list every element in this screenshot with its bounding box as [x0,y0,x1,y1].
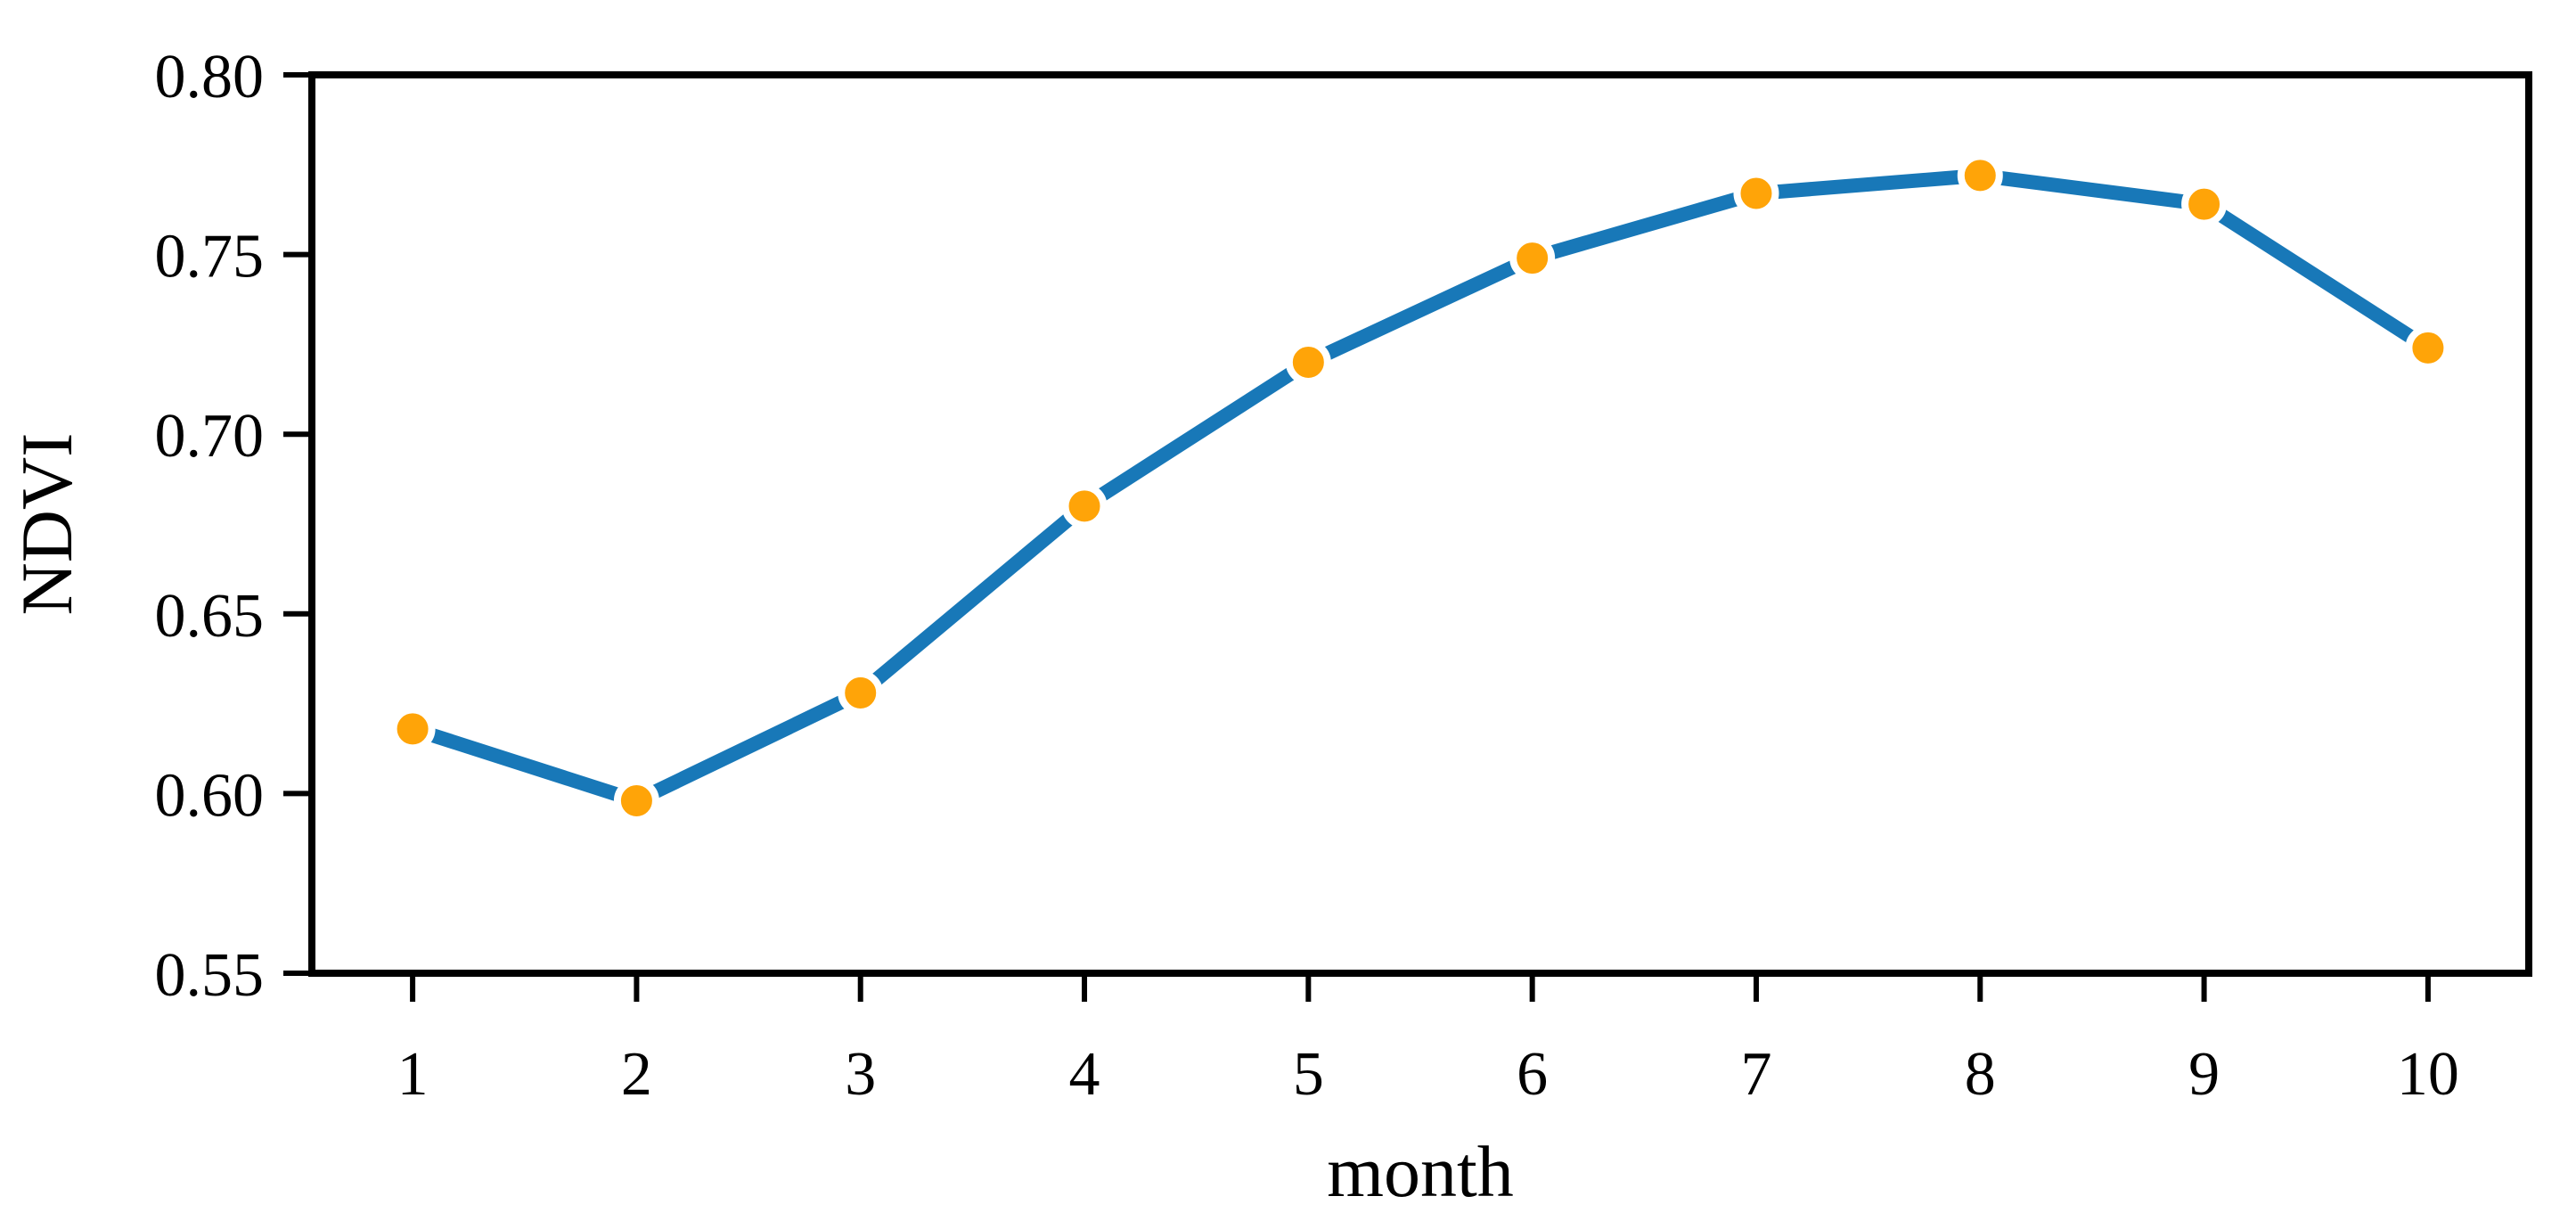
y-tick-label: 0.60 [155,761,265,830]
x-tick-label: 9 [2188,1040,2220,1109]
y-tick-label: 0.75 [155,223,265,291]
data-point-marker [2405,324,2451,371]
data-point-marker [389,706,436,752]
data-point-marker [1285,340,1331,386]
x-tick-label: 10 [2397,1040,2459,1109]
y-tick-label: 0.65 [155,582,265,651]
data-point-marker [1061,483,1108,529]
data-point-marker [838,670,884,717]
x-tick-label: 8 [1965,1040,1996,1109]
axes-frame [308,71,2532,977]
x-tick-label: 4 [1069,1040,1100,1109]
y-axis-label: NDVI [6,433,87,616]
data-point-marker [613,777,659,823]
x-tick-label: 1 [397,1040,429,1109]
x-tick-label: 7 [1740,1040,1771,1109]
x-tick-label: 3 [845,1040,876,1109]
data-point-marker [1957,152,2003,199]
x-tick-label: 2 [621,1040,652,1109]
y-tick-label: 0.55 [155,941,265,1010]
x-tick-label: 5 [1293,1040,1324,1109]
x-axis-label: month [1327,1131,1514,1212]
y-tick-label: 0.70 [155,402,265,471]
data-point-marker [2181,181,2228,227]
ndvi-data-line [410,168,2433,808]
data-point-marker [1509,235,1556,282]
data-point-marker [1733,170,1779,217]
y-tick-label: 0.80 [155,43,265,111]
x-tick-label: 6 [1517,1040,1548,1109]
